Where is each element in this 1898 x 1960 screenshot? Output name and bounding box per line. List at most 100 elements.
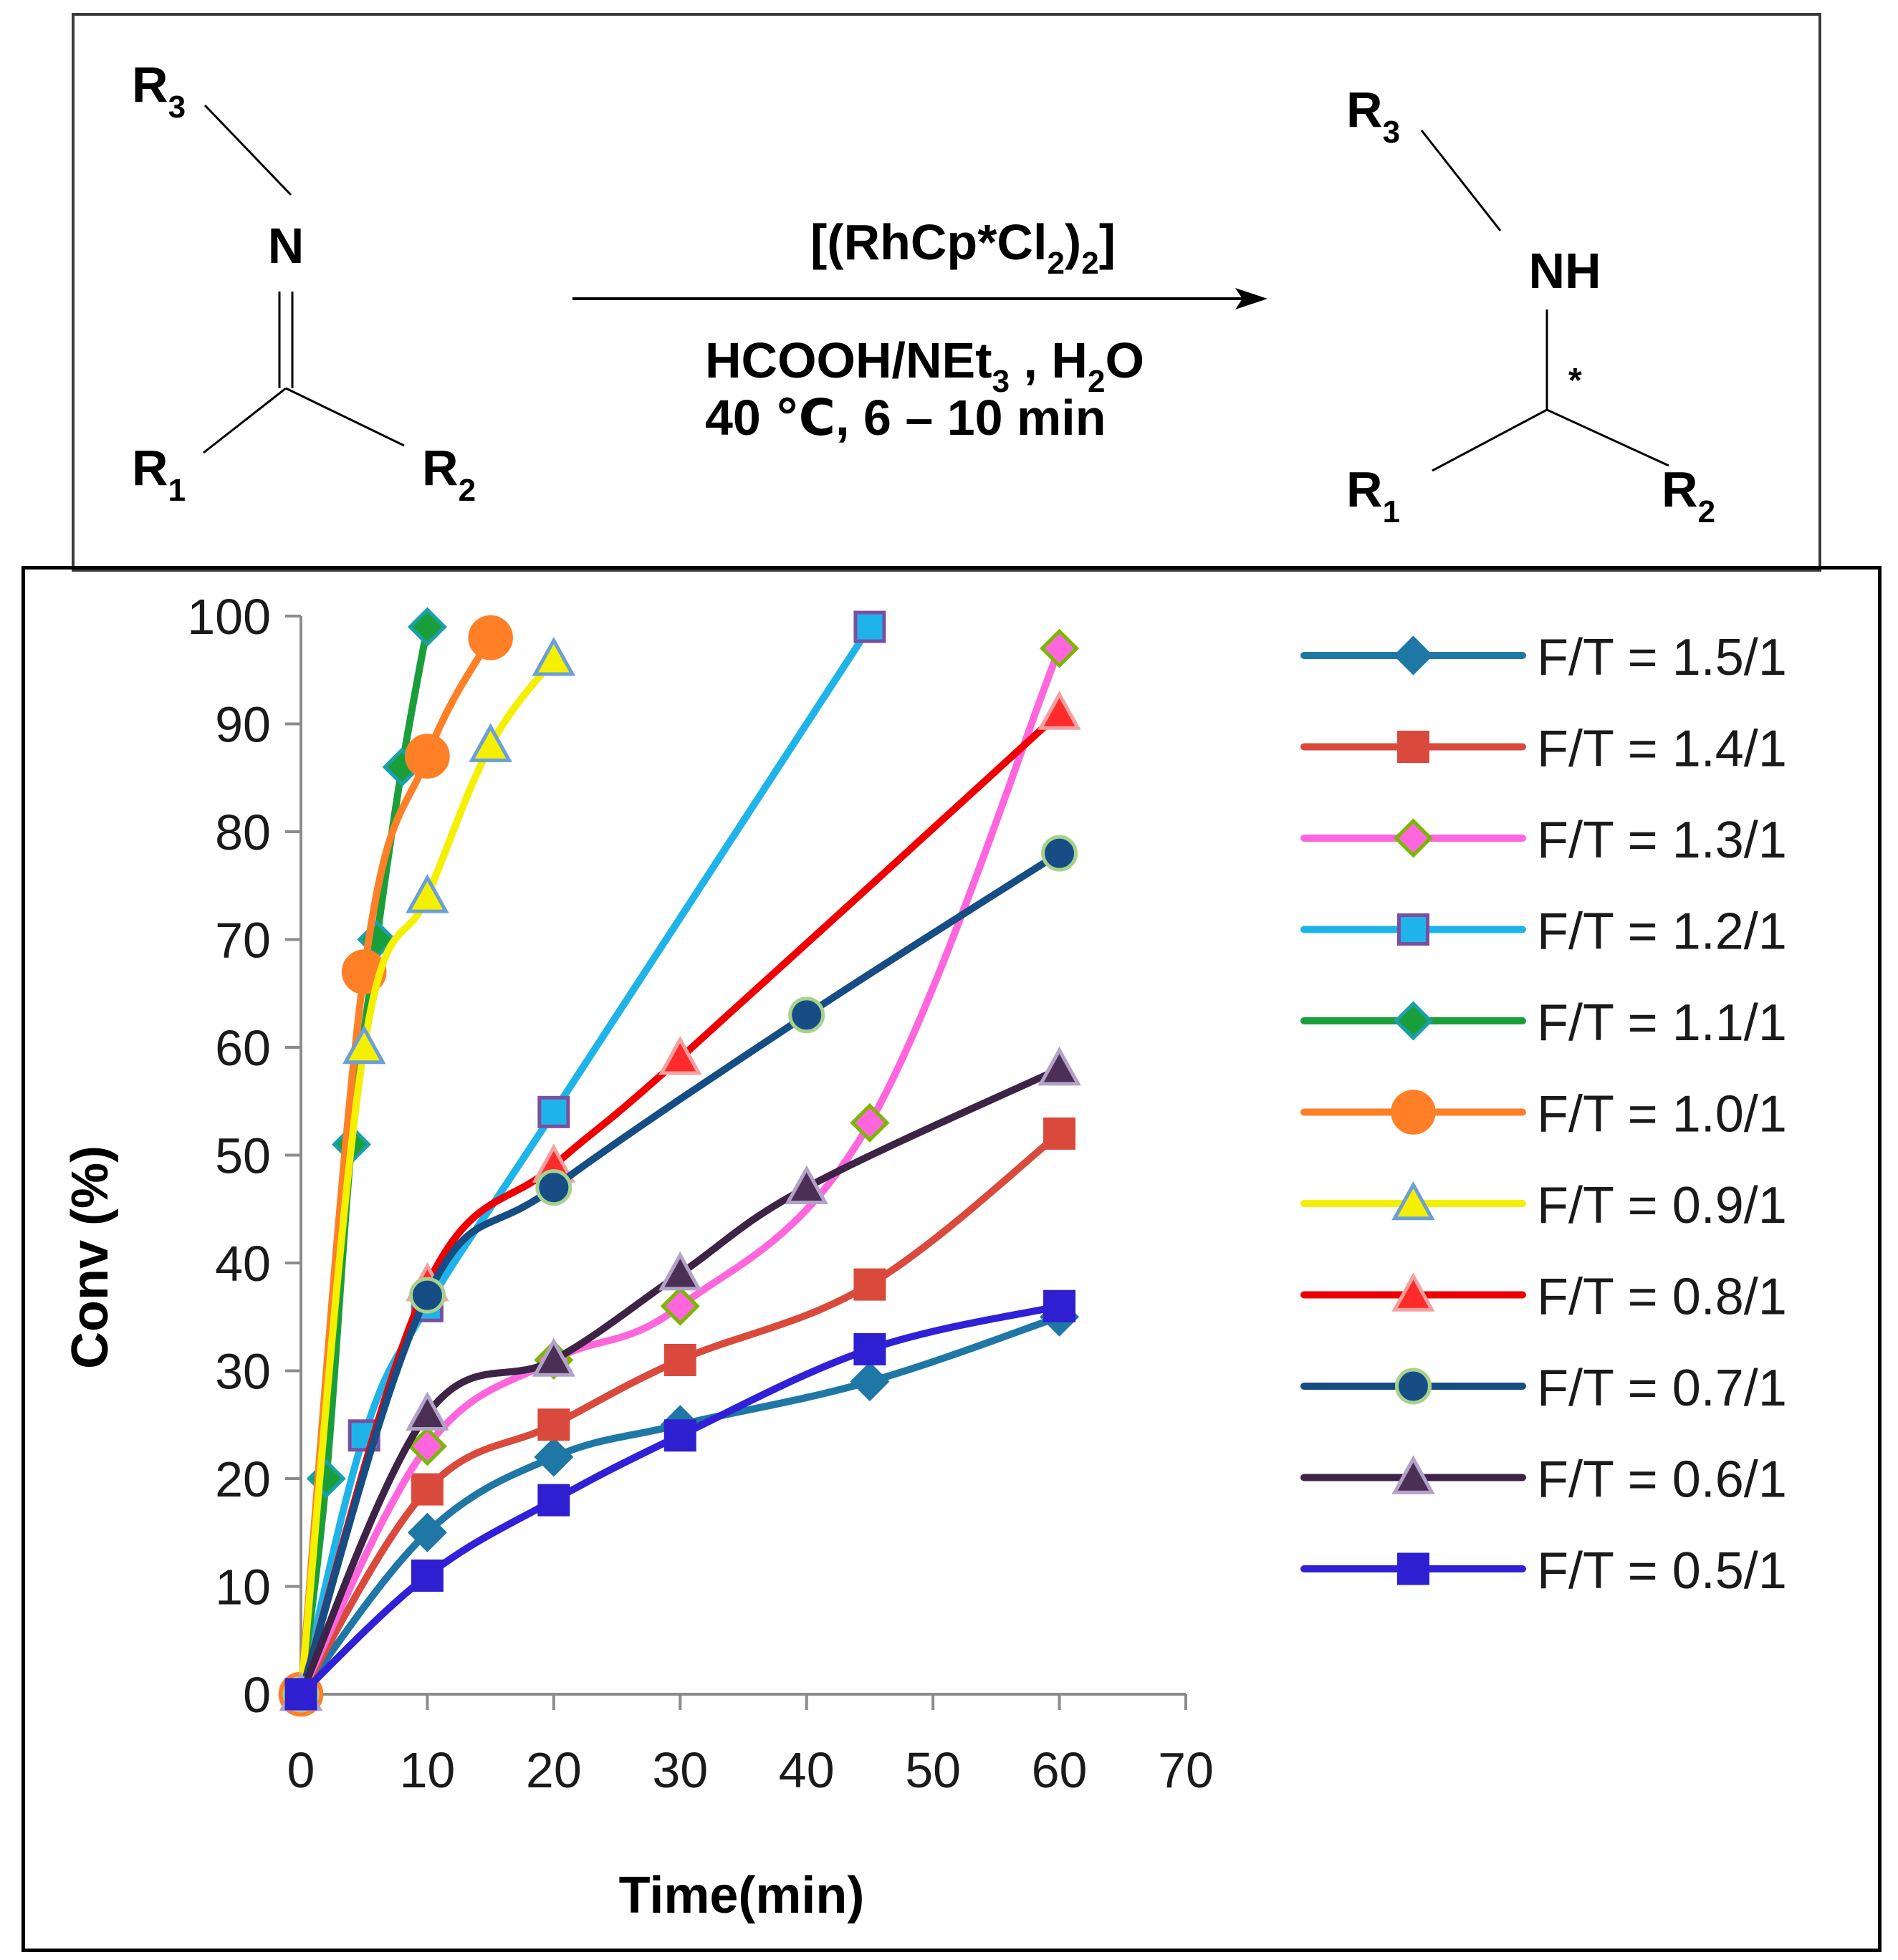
data-point-marker [658,1035,702,1075]
x-axis-label: Time(min) [619,1867,865,1924]
legend-entry: F/T = 1.1/1 [1300,994,1787,1052]
data-point-marker [1393,1001,1434,1041]
data-point-marker [406,1391,449,1431]
legend-label: F/T = 1.2/1 [1537,903,1787,961]
legend-entry: F/T = 1.5/1 [1300,629,1787,686]
product-amine: R3 NH * R1 R2 [1346,82,1715,529]
legend-entry: F/T = 1.3/1 [1300,812,1787,869]
legend-entry: F/T = 1.2/1 [1300,903,1787,961]
legend-entry: F/T = 0.8/1 [1300,1269,1787,1326]
data-point-marker [1391,1090,1436,1135]
data-point-marker [411,1473,444,1506]
data-point-marker [535,1169,572,1206]
data-point-marker [407,1512,447,1552]
data-point-marker [663,1343,696,1376]
reactant-bond-c-r1 [203,387,287,454]
reactant-r1-label: R1 [132,440,186,508]
product-bond-n-r3 [1420,130,1502,231]
legend-label: F/T = 0.9/1 [1537,1177,1787,1234]
data-point-marker [1393,818,1434,858]
y-tick-label: 30 [215,1344,271,1400]
data-point-marker [469,723,512,762]
data-point-marker [1393,635,1434,676]
reactant-imine: R3 N R1 R2 [132,57,476,508]
x-tick-label: 10 [399,1742,455,1798]
reaction-arrow-head [1235,288,1267,309]
series-line [297,623,873,1698]
data-point-marker [853,1332,886,1365]
data-point-marker [537,1095,570,1128]
legend: F/T = 1.5/1 F/T = 1.4/1 F/T = 1.3/1 F/T = 1… [1300,629,1787,1600]
series-line [297,1313,1063,1698]
legend-entry: F/T = 0.5/1 [1300,1542,1787,1600]
x-tick-label: 50 [905,1742,961,1798]
series [278,607,1081,1717]
data-point-marker [284,1678,317,1711]
data-point-marker [537,1484,570,1517]
data-point-marker [411,1559,444,1592]
catalyst-label: [(RhCp*Cl2)2] [810,214,1116,281]
y-axis-label: Conv (%) [62,1145,119,1369]
data-point-marker [853,610,886,643]
legend-entry: F/T = 0.9/1 [1300,1177,1787,1234]
data-point-marker [407,1426,447,1466]
data-point-marker [1037,691,1081,730]
reaction-arrow-group: [(RhCp*Cl2)2] HCOOH/NEt3 , H2O 40 ℃, 6 –… [572,214,1267,446]
conditions-line-2: 40 ℃, 6 – 10 min [705,390,1106,446]
y-tick-label: 100 [187,589,271,645]
legend-entry: F/T = 1.0/1 [1300,1086,1787,1143]
data-point-marker [660,1286,700,1326]
legend-entry: F/T = 0.7/1 [1300,1360,1787,1417]
series-line [297,1130,1063,1698]
y-tick-label: 50 [215,1128,271,1184]
data-point-marker [405,734,450,779]
legend-entry: F/T = 1.4/1 [1300,721,1787,778]
data-point-marker [408,1277,446,1314]
data-point-marker [537,1408,570,1441]
legend-label: F/T = 1.4/1 [1537,721,1787,778]
series-line [297,645,1063,1698]
reaction-scheme-box: R3 N R1 R2 [(RhCp*Cl2)2] HCOOH/NEt3 , H2… [72,13,1821,572]
reactant-bond-n-r3 [203,104,292,196]
data-point-marker [663,1419,696,1452]
y-tick-label: 90 [215,697,271,753]
y-tick-label: 70 [215,913,271,969]
data-point-marker [1037,1046,1081,1086]
data-point-marker [407,607,447,647]
y-tick-label: 0 [243,1667,271,1723]
data-point-marker [1391,1455,1435,1494]
data-point-marker [1043,1289,1076,1322]
product-r2-label: R2 [1662,461,1715,529]
product-bond-c-r1 [1432,408,1548,472]
data-point-marker [342,1024,386,1065]
conditions-line-1: HCOOH/NEt3 , H2O [705,332,1144,399]
reaction-scheme: R3 N R1 R2 [(RhCp*Cl2)2] HCOOH/NEt3 , H2… [132,57,1715,529]
x-tick-label: 60 [1032,1742,1088,1798]
legend-entry: F/T = 0.6/1 [1300,1451,1787,1509]
series-6 [279,637,576,1711]
product-r3-label: R3 [1346,82,1400,150]
data-point-marker [788,996,825,1034]
data-point-marker [468,615,513,660]
legend-label: F/T = 0.6/1 [1537,1451,1787,1509]
data-point-marker [532,1337,576,1377]
series-2 [281,628,1080,1714]
x-tick-label: 70 [1158,1742,1214,1798]
data-point-marker [1041,835,1078,872]
x-tick-label: 20 [526,1742,582,1798]
y-tick-label: 20 [215,1451,271,1507]
series-10 [284,1289,1076,1711]
data-point-marker [850,1362,890,1402]
data-point-marker [1397,1552,1429,1585]
legend-label: F/T = 1.0/1 [1537,1086,1787,1143]
y-tick-label: 40 [215,1236,271,1292]
product-r1-label: R1 [1346,461,1400,529]
reactant-bond-c-r2 [285,387,405,447]
data-point-marker [406,874,449,913]
y-tick-label: 10 [215,1560,271,1615]
series-line [297,1065,1063,1698]
chart-box: 0 10 20 30 40 50 60 70 80 90 100 0 10 20 30 40 50 60 70 C… [21,566,1882,1952]
x-ticks: 0 10 20 30 40 50 60 70 [287,1694,1214,1798]
data-point-marker [532,637,576,676]
x-tick-label: 30 [652,1742,708,1798]
